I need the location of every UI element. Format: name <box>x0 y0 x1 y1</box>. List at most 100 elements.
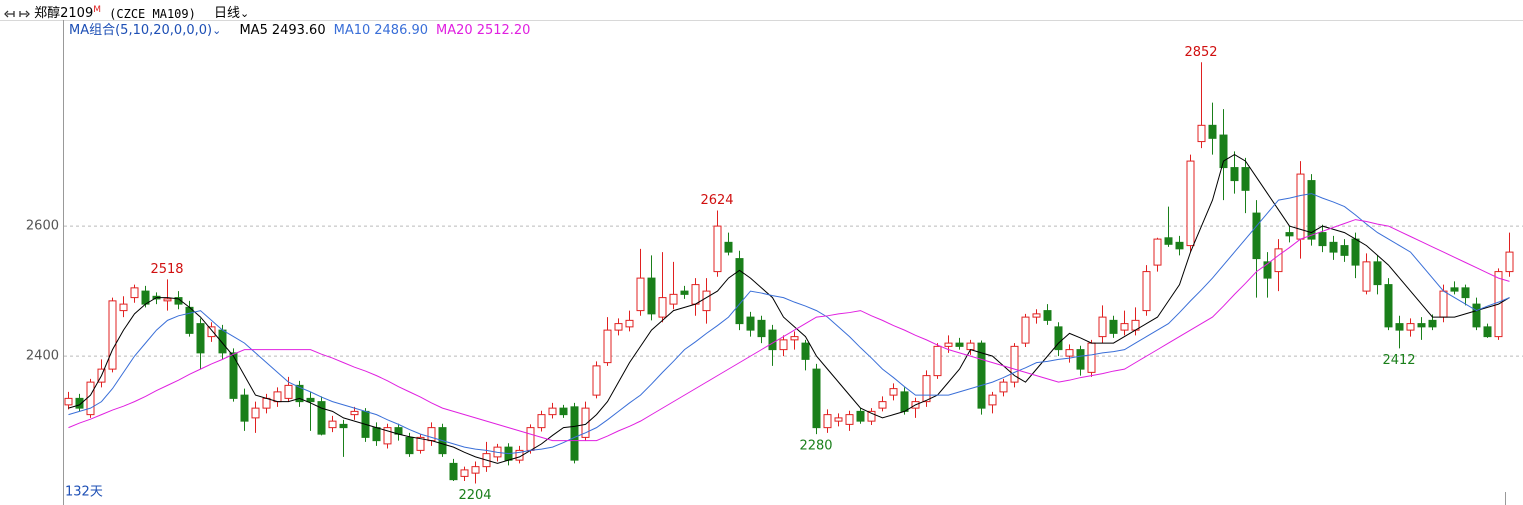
candle-body <box>185 306 194 334</box>
candle-body <box>1461 287 1470 299</box>
candle-body <box>867 410 876 422</box>
candle-body <box>1263 261 1272 279</box>
candle-body <box>757 319 766 338</box>
candle-body <box>218 329 227 354</box>
candle-body <box>559 407 568 416</box>
candle-body <box>262 397 271 409</box>
candle-body <box>1054 326 1063 351</box>
candle-body <box>669 293 678 305</box>
candle-body <box>636 277 645 312</box>
ma-chevron[interactable]: ⌄ <box>212 24 222 37</box>
candle-body <box>1395 323 1404 331</box>
legend-value: 2493.60 <box>271 23 326 38</box>
candle-body <box>1065 349 1074 357</box>
link-icon[interactable] <box>4 4 30 24</box>
candle-body <box>1087 342 1096 373</box>
candle-body <box>416 436 425 451</box>
candle-body <box>449 462 458 481</box>
legend: MA组合(5,10,20,0,0,0)⌄ MA5 2493.60 MA10 2486.… <box>69 22 538 40</box>
ma-group[interactable]: MA组合(5,10,20,0,0,0) <box>69 23 213 38</box>
candle-body <box>1032 313 1041 318</box>
low-label: 2412 <box>1382 353 1415 368</box>
candle-body <box>581 407 590 438</box>
candle-body <box>1153 238 1162 266</box>
candle-body <box>1483 326 1492 338</box>
candle-body <box>108 300 117 370</box>
candle-body <box>900 391 909 412</box>
candle-body <box>1142 271 1151 312</box>
candle-body <box>1307 180 1316 240</box>
candle-body <box>1120 323 1129 331</box>
candle-body <box>1175 241 1184 250</box>
candle-body <box>878 401 887 409</box>
candle-body <box>834 417 843 422</box>
legend-item: MA5 2493.60 <box>239 23 325 38</box>
candle-body <box>350 410 359 416</box>
candle-body <box>768 329 777 351</box>
candle-body <box>746 316 755 331</box>
candle-body <box>614 323 623 331</box>
ma-line <box>68 219 1510 442</box>
candle-body <box>328 420 337 429</box>
candle-body <box>625 319 634 328</box>
candle-body <box>889 388 898 396</box>
candle-body <box>306 397 315 403</box>
candle-body <box>1230 167 1239 182</box>
y-tick-label: 2400 <box>26 349 59 364</box>
candle-body <box>1285 232 1294 237</box>
candle-body <box>1164 237 1173 245</box>
candle-body <box>966 342 975 351</box>
ma-line <box>68 153 1510 464</box>
high-label: 2624 <box>700 193 733 208</box>
candle-body <box>933 345 942 377</box>
candle-body <box>405 436 414 455</box>
candle-body <box>1098 316 1107 338</box>
candle-body <box>229 352 238 399</box>
candle-body <box>1384 284 1393 328</box>
legend-item: MA10 2486.90 <box>334 23 428 38</box>
candle-body <box>251 407 260 419</box>
period-chevron[interactable]: ⌄ <box>240 6 250 20</box>
candle-body <box>1362 261 1371 292</box>
candle-body <box>317 401 326 435</box>
candle-body <box>1406 323 1415 331</box>
candle-body <box>383 427 392 445</box>
candle-body <box>526 427 535 451</box>
candle-body <box>174 297 183 305</box>
candle-body <box>1010 345 1019 383</box>
period-selector[interactable]: 日线 <box>213 5 240 21</box>
candle-body <box>812 368 821 429</box>
toolbar: 郑醇2109M (CZCE MA109) 日线⌄ <box>0 0 1523 21</box>
candle-body <box>680 290 689 295</box>
candle-body <box>1417 323 1426 328</box>
candle-body <box>1505 251 1514 273</box>
candle-body <box>471 466 480 474</box>
candle-body <box>823 414 832 429</box>
candle-body <box>372 427 381 442</box>
candle-body <box>196 323 205 354</box>
candle-body <box>548 407 557 416</box>
low-label: 2204 <box>458 488 491 503</box>
legend-value: 2486.90 <box>374 23 429 38</box>
candle-body <box>1428 319 1437 328</box>
candle-body <box>1340 245 1349 256</box>
y-tick-label: 2600 <box>26 219 59 234</box>
candle-body <box>647 277 656 315</box>
candle-body <box>295 384 304 403</box>
candle-body <box>537 414 546 429</box>
legend-name: MA10 <box>333 23 371 38</box>
candle-body <box>779 339 788 351</box>
candle-body <box>801 342 810 360</box>
candle-body <box>1241 167 1250 191</box>
candle-body <box>1318 232 1327 247</box>
candle-body <box>658 297 667 318</box>
candle-body <box>1186 160 1195 247</box>
candle-body <box>339 423 348 429</box>
candle-body <box>1197 124 1206 143</box>
candle-body <box>119 303 128 312</box>
candle-body <box>955 342 964 347</box>
legend-name: MA5 <box>239 23 268 38</box>
candle-body <box>1450 287 1459 292</box>
high-label: 2852 <box>1184 45 1217 60</box>
